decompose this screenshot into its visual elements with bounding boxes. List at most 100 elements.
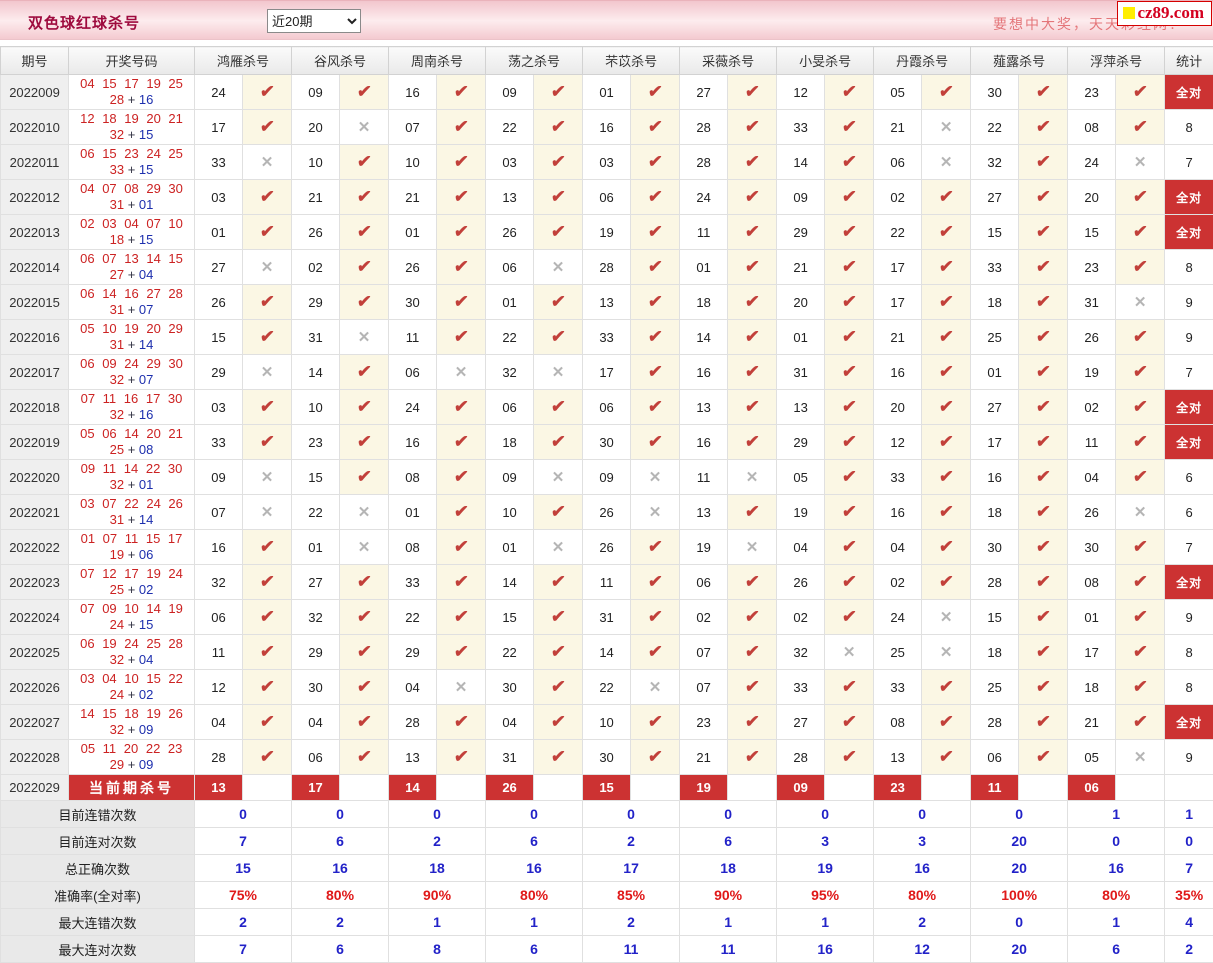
- period-cell: 2022022: [0, 529, 69, 565]
- kill-number-cell: 10: [291, 389, 341, 425]
- mark-cell: [436, 774, 487, 801]
- kill-number-cell: 32: [970, 144, 1020, 180]
- mark-cell: ✔: [630, 214, 681, 250]
- mark-cell: ✕: [1115, 494, 1166, 530]
- kill-number-cell: 07: [679, 634, 729, 670]
- summary-value: 18: [388, 854, 487, 882]
- kill-number-cell: 28: [970, 704, 1020, 740]
- drawn-tail-line: 25 + 08: [70, 442, 194, 458]
- mark-cell: ✔: [436, 74, 487, 110]
- kill-number-cell: 06: [873, 144, 923, 180]
- mark-cell: [1018, 774, 1069, 801]
- kill-number-cell: 03: [582, 144, 632, 180]
- kill-number-cell: 20: [1067, 179, 1117, 215]
- mark-cell: ✔: [921, 319, 972, 355]
- kill-number-cell: 16: [582, 109, 632, 145]
- mark-cell: ✕: [241, 459, 293, 495]
- drawn-red-number: 32: [109, 722, 125, 737]
- mark-cell: ✔: [1115, 669, 1166, 705]
- kill-number-cell: 30: [485, 669, 535, 705]
- mark-cell: ✔: [824, 284, 875, 320]
- kill-number-cell: 33: [970, 249, 1020, 285]
- drawn-red-line: 06 09 24 29 30: [80, 356, 183, 371]
- summary-value: 19: [776, 854, 875, 882]
- summary-value: 0: [485, 800, 584, 828]
- kill-number-cell: 32: [291, 599, 341, 635]
- period-cell: 2022023: [0, 564, 69, 600]
- check-icon: ✔: [938, 327, 955, 346]
- cz89-logo-link[interactable]: cz89.com: [1117, 1, 1212, 26]
- kill-number-cell: 30: [970, 74, 1020, 110]
- col-header-predictor: 谷风杀号: [291, 46, 390, 75]
- plus-sign: +: [124, 757, 139, 772]
- mark-cell: ✔: [824, 249, 875, 285]
- check-icon: ✔: [452, 152, 470, 171]
- header-bar: 双色球红球杀号 近20期 要想中大奖，天天彩经网！ cz89.com: [0, 0, 1213, 40]
- check-icon: ✔: [258, 642, 276, 661]
- col-header-predictor: 小旻杀号: [776, 46, 875, 75]
- kill-number-cell: 23: [1067, 74, 1117, 110]
- mark-cell: ✔: [533, 634, 584, 670]
- kill-number-cell: 06: [679, 564, 729, 600]
- mark-cell: ✔: [921, 74, 972, 110]
- table-row: 2022012 04 07 08 29 30 31 + 01 03 ✔ 21 ✔ 21 ✔ 13 ✔…: [0, 179, 1213, 215]
- mark-cell: ✔: [1018, 669, 1069, 705]
- cross-icon: ✕: [648, 469, 662, 486]
- summary-value: 7: [1164, 854, 1213, 882]
- summary-value: 0: [291, 800, 390, 828]
- mark-cell: [630, 774, 681, 801]
- kill-number-cell: 19: [679, 529, 729, 565]
- kill-number-cell: 30: [970, 529, 1020, 565]
- mark-cell: ✔: [1115, 214, 1166, 250]
- plus-sign: +: [124, 302, 139, 317]
- check-icon: ✔: [744, 397, 761, 416]
- kill-number-cell: 13: [873, 739, 923, 775]
- kill-number-cell: 21: [679, 739, 729, 775]
- period-range-select[interactable]: 近20期: [267, 9, 361, 33]
- mark-cell: ✔: [533, 284, 584, 320]
- mark-cell: ✔: [533, 704, 584, 740]
- logo-text: cz89.com: [1137, 3, 1204, 22]
- kill-number-cell: 27: [776, 704, 826, 740]
- check-icon: ✔: [1132, 327, 1149, 346]
- drawn-red-line: 06 15 23 24 25: [80, 146, 183, 161]
- check-icon: ✔: [646, 292, 664, 311]
- check-icon: ✔: [938, 467, 955, 486]
- kill-number-cell: 33: [194, 144, 243, 180]
- check-icon: ✔: [452, 82, 470, 101]
- check-icon: ✔: [938, 747, 955, 766]
- drawn-red-line: 07 11 16 17 30: [80, 391, 183, 406]
- kill-number-cell: 01: [776, 319, 826, 355]
- check-icon: ✔: [938, 82, 955, 101]
- check-icon: ✔: [1132, 117, 1149, 136]
- check-icon: ✔: [841, 117, 858, 136]
- mark-cell: ✔: [1018, 424, 1069, 460]
- summary-value: 15: [193, 854, 293, 882]
- kill-number-cell: 24: [194, 74, 243, 110]
- kill-number-cell: 11: [582, 564, 632, 600]
- summary-value: 2: [291, 908, 390, 936]
- drawn-red-number: 32: [109, 372, 125, 387]
- mark-cell: ✔: [921, 424, 972, 460]
- kill-number-cell: 29: [388, 634, 438, 670]
- mark-cell: ✔: [533, 564, 584, 600]
- check-icon: ✔: [744, 152, 761, 171]
- summary-value: 3: [776, 827, 875, 855]
- kill-number-cell: 22: [485, 109, 535, 145]
- current-kill-number-cell: 13: [194, 774, 243, 801]
- mark-cell: ✔: [533, 109, 584, 145]
- table-row: 2022027 14 15 18 19 26 32 + 09 04 ✔ 04 ✔ 28 ✔ 04 ✔…: [0, 704, 1213, 740]
- kill-number-cell: 18: [970, 634, 1020, 670]
- cross-icon: ✕: [454, 679, 468, 696]
- check-icon: ✔: [355, 432, 373, 451]
- check-icon: ✔: [549, 82, 567, 101]
- mark-cell: ✔: [339, 74, 390, 110]
- mark-cell: ✔: [436, 284, 487, 320]
- drawn-red-line: 03 07 22 24 26: [80, 496, 183, 511]
- table-row: 2022016 05 10 19 20 29 31 + 14 15 ✔ 31 ✕ 11 ✔ 22 ✔…: [0, 319, 1213, 355]
- check-icon: ✔: [841, 327, 858, 346]
- drawn-tail-line: 29 + 09: [70, 757, 194, 773]
- mark-cell: [241, 774, 293, 801]
- drawn-numbers-cell: 07 12 17 19 24 25 + 02: [68, 564, 195, 600]
- mark-cell: ✕: [339, 529, 390, 565]
